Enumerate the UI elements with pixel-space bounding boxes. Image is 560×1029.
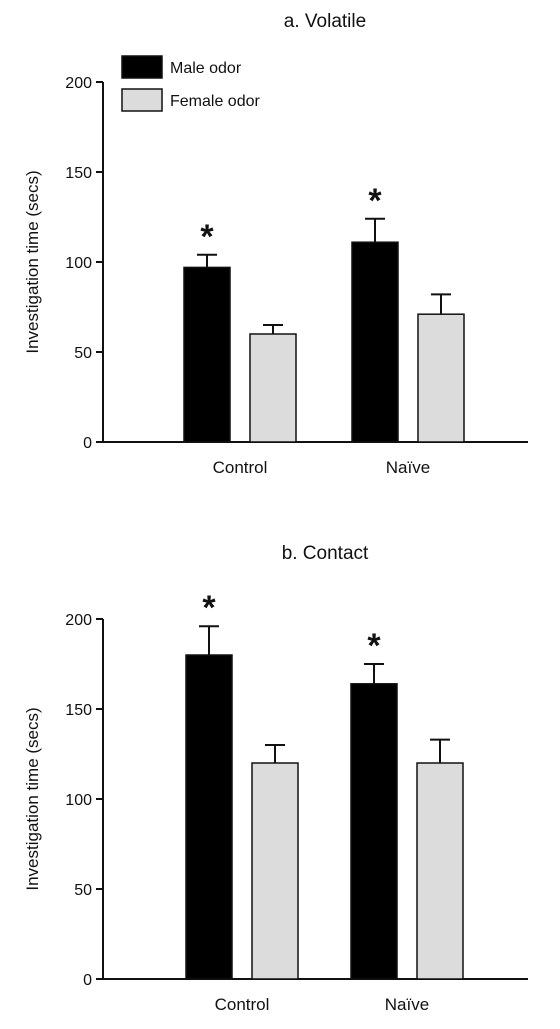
- chart-title: b. Contact: [282, 543, 369, 564]
- y-tick-label: 200: [65, 612, 92, 629]
- x-tick-label: Naïve: [386, 458, 430, 477]
- panel-contact: b. Contact Investigation time (secs) 0 50 10…: [23, 543, 528, 1014]
- panel-volatile: a. Volatile Investigation time (secs) 0 50 1…: [23, 11, 528, 477]
- bar-female-odor-control: [249, 333, 297, 443]
- y-tick-label: 100: [65, 792, 92, 809]
- y-axis-label: Investigation time (secs): [23, 707, 42, 890]
- x-tick-label: Control: [215, 995, 270, 1014]
- y-tick-label: 50: [74, 882, 92, 899]
- y-axis-label: Investigation time (secs): [23, 170, 42, 353]
- y-tick-label: 50: [74, 345, 92, 362]
- bar-male-odor-control: [183, 266, 231, 443]
- y-tick-label: 150: [65, 165, 92, 182]
- bar-series-0-control: [185, 654, 233, 980]
- bar-series-0-naïve: [350, 683, 398, 980]
- significance-marker: *: [367, 627, 381, 665]
- chart-title: a. Volatile: [284, 11, 366, 32]
- legend-swatch: [121, 88, 163, 112]
- legend: Male odor Female odor: [121, 55, 260, 112]
- significance-marker: *: [368, 182, 382, 220]
- bar-series-1-naïve: [416, 762, 464, 980]
- bar-female-odor-naïve: [417, 313, 465, 443]
- y-tick-label: 200: [65, 75, 92, 92]
- bar-male-odor-naïve: [351, 241, 399, 443]
- bar-series-1-control: [251, 762, 299, 980]
- legend-swatch: [121, 55, 163, 79]
- y-tick-label: 100: [65, 255, 92, 272]
- y-tick-label: 150: [65, 702, 92, 719]
- y-tick-label: 0: [83, 435, 92, 452]
- legend-label: Female odor: [170, 93, 260, 110]
- significance-marker: *: [200, 218, 214, 256]
- legend-label: Male odor: [170, 60, 242, 77]
- x-tick-label: Naïve: [385, 995, 429, 1014]
- y-tick-label: 0: [83, 972, 92, 989]
- significance-marker: *: [202, 589, 216, 627]
- x-tick-label: Control: [213, 458, 268, 477]
